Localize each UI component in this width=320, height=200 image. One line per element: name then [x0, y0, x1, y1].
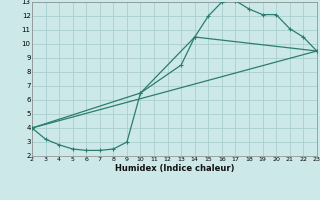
X-axis label: Humidex (Indice chaleur): Humidex (Indice chaleur) [115, 164, 234, 173]
